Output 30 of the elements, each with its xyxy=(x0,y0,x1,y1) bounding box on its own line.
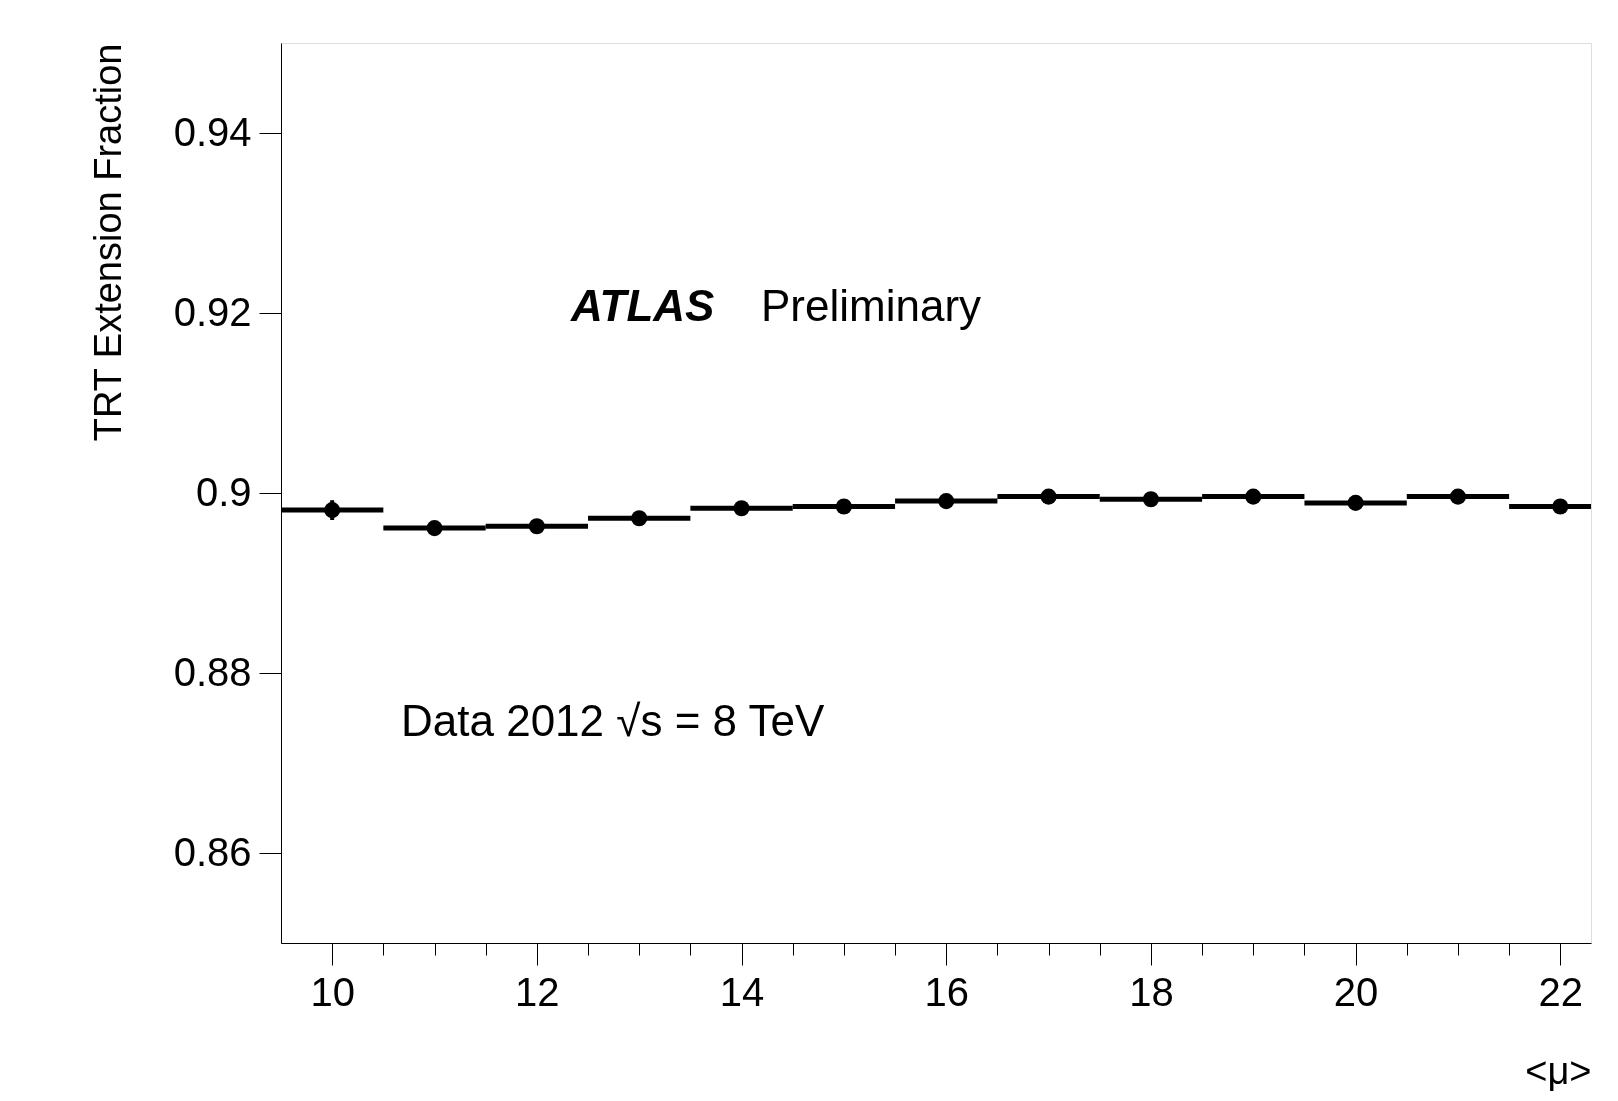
point xyxy=(631,510,648,527)
y-tick-label: 0.86 xyxy=(173,829,252,874)
point xyxy=(1449,488,1467,505)
point xyxy=(1245,488,1262,505)
point xyxy=(1347,494,1364,511)
x-tick-label: 14 xyxy=(719,969,765,1014)
x-axis-title: <μ> xyxy=(1525,1049,1592,1092)
y-tick-label: 0.94 xyxy=(173,109,252,154)
point xyxy=(1552,498,1569,515)
point xyxy=(938,493,955,510)
point xyxy=(426,520,443,537)
x-tick-label: 22 xyxy=(1538,969,1584,1014)
x-tick-label: 20 xyxy=(1333,969,1379,1014)
annotation: Preliminary xyxy=(761,281,982,330)
point xyxy=(733,500,750,517)
y-axis-title: TRT Extension Fraction xyxy=(86,43,129,442)
x-tick-label: 10 xyxy=(310,969,355,1014)
point xyxy=(1040,488,1057,505)
y-tick-label: 0.9 xyxy=(195,469,252,514)
point xyxy=(1142,491,1159,508)
x-tick-label: 18 xyxy=(1129,969,1174,1014)
y-tick-label: 0.88 xyxy=(173,649,252,694)
x-tick-label: 12 xyxy=(515,969,560,1014)
point xyxy=(324,502,341,519)
annotation: Data 2012 √s = 8 TeV xyxy=(401,696,825,745)
annotation: ATLAS xyxy=(570,281,715,330)
point xyxy=(835,498,852,515)
x-tick-label: 16 xyxy=(924,969,969,1014)
y-tick-label: 0.92 xyxy=(173,289,252,334)
point xyxy=(528,518,545,535)
